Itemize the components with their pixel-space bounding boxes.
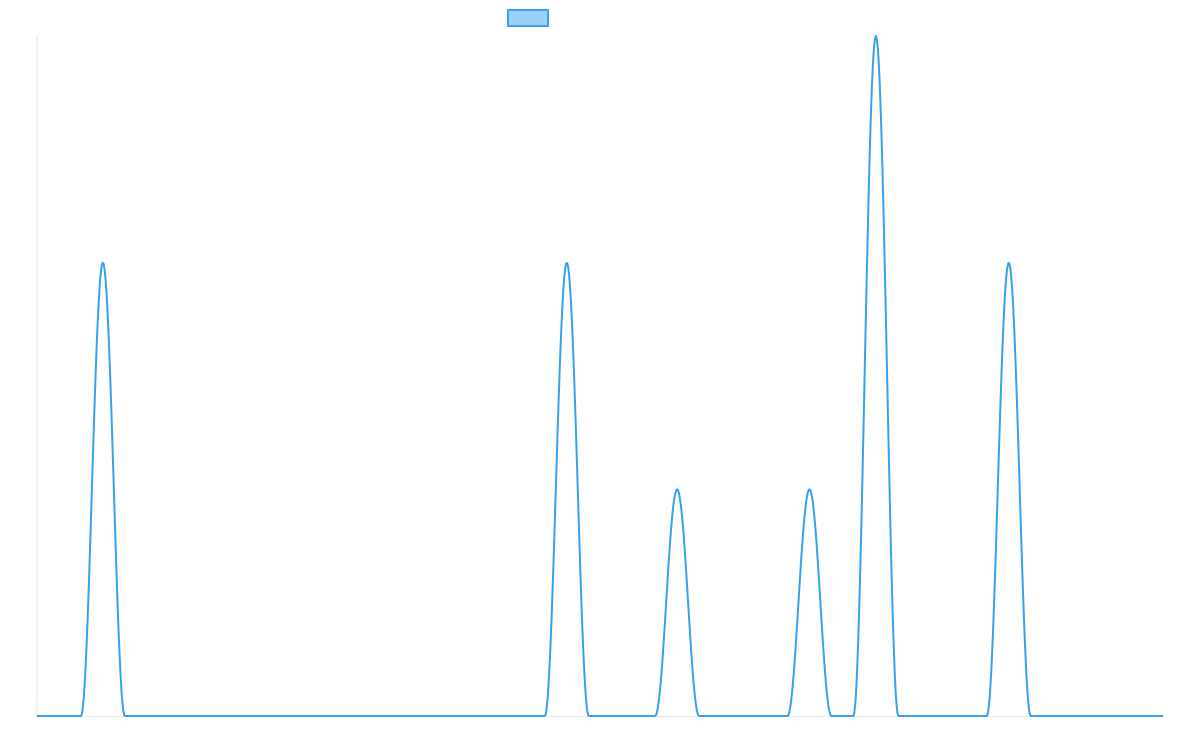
peak-point-3[interactable] <box>806 486 812 492</box>
legend[interactable] <box>507 9 549 27</box>
peak-point-4[interactable] <box>873 33 879 39</box>
peak-point-5[interactable] <box>1006 260 1012 266</box>
peak-point-0[interactable] <box>100 260 106 266</box>
series-layer <box>36 33 1164 717</box>
series-line-0 <box>36 35 1164 717</box>
legend-swatch[interactable] <box>507 9 549 27</box>
peak-point-2[interactable] <box>674 486 680 492</box>
peak-point-1[interactable] <box>564 260 570 266</box>
